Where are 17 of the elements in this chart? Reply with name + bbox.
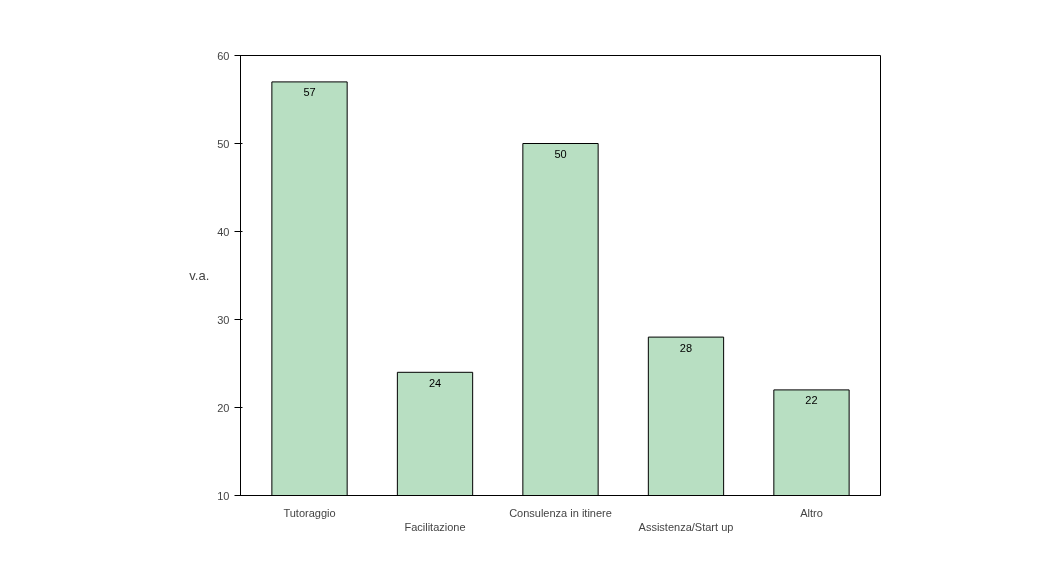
x-tick-label: Assistenza/Start up: [638, 520, 734, 533]
data-label: 28: [679, 341, 693, 354]
y-tick-label: 50: [217, 137, 230, 150]
x-tick-label: Altro: [800, 506, 823, 519]
data-label: 24: [428, 376, 442, 389]
x-tick-label: Facilitazione: [404, 520, 466, 533]
x-tick-label: Tutoraggio: [283, 506, 336, 519]
data-label: 22: [805, 394, 818, 407]
x-tick-label: Consulenza in itinere: [509, 506, 612, 519]
y-tick-label: 60: [217, 49, 230, 62]
y-axis-title: v.a.: [189, 268, 210, 283]
y-tick-label: 10: [217, 489, 230, 502]
y-tick-label: 40: [217, 225, 230, 238]
y-tick-label: 30: [217, 313, 230, 326]
y-tick-label: 20: [217, 401, 230, 414]
data-label: 50: [554, 148, 567, 161]
data-label: 57: [303, 86, 316, 99]
